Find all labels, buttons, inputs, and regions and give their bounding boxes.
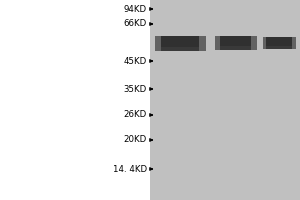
Bar	[251, 36, 256, 50]
Text: 66KD: 66KD	[124, 20, 147, 28]
Text: 94KD: 94KD	[124, 4, 147, 14]
Text: 35KD: 35KD	[124, 85, 147, 94]
Bar	[154, 36, 206, 50]
Bar	[220, 46, 251, 50]
Bar	[200, 36, 206, 50]
Bar	[262, 37, 296, 49]
Bar	[266, 46, 292, 49]
Bar	[292, 37, 295, 49]
Text: 14. 4KD: 14. 4KD	[113, 164, 147, 173]
Bar	[262, 37, 266, 49]
Text: 45KD: 45KD	[124, 56, 147, 66]
Bar	[150, 0, 300, 200]
Text: 20KD: 20KD	[124, 136, 147, 144]
Bar	[214, 36, 256, 50]
Bar	[214, 36, 220, 50]
Text: 26KD: 26KD	[124, 110, 147, 119]
Bar	[154, 36, 160, 50]
Bar	[160, 47, 200, 50]
